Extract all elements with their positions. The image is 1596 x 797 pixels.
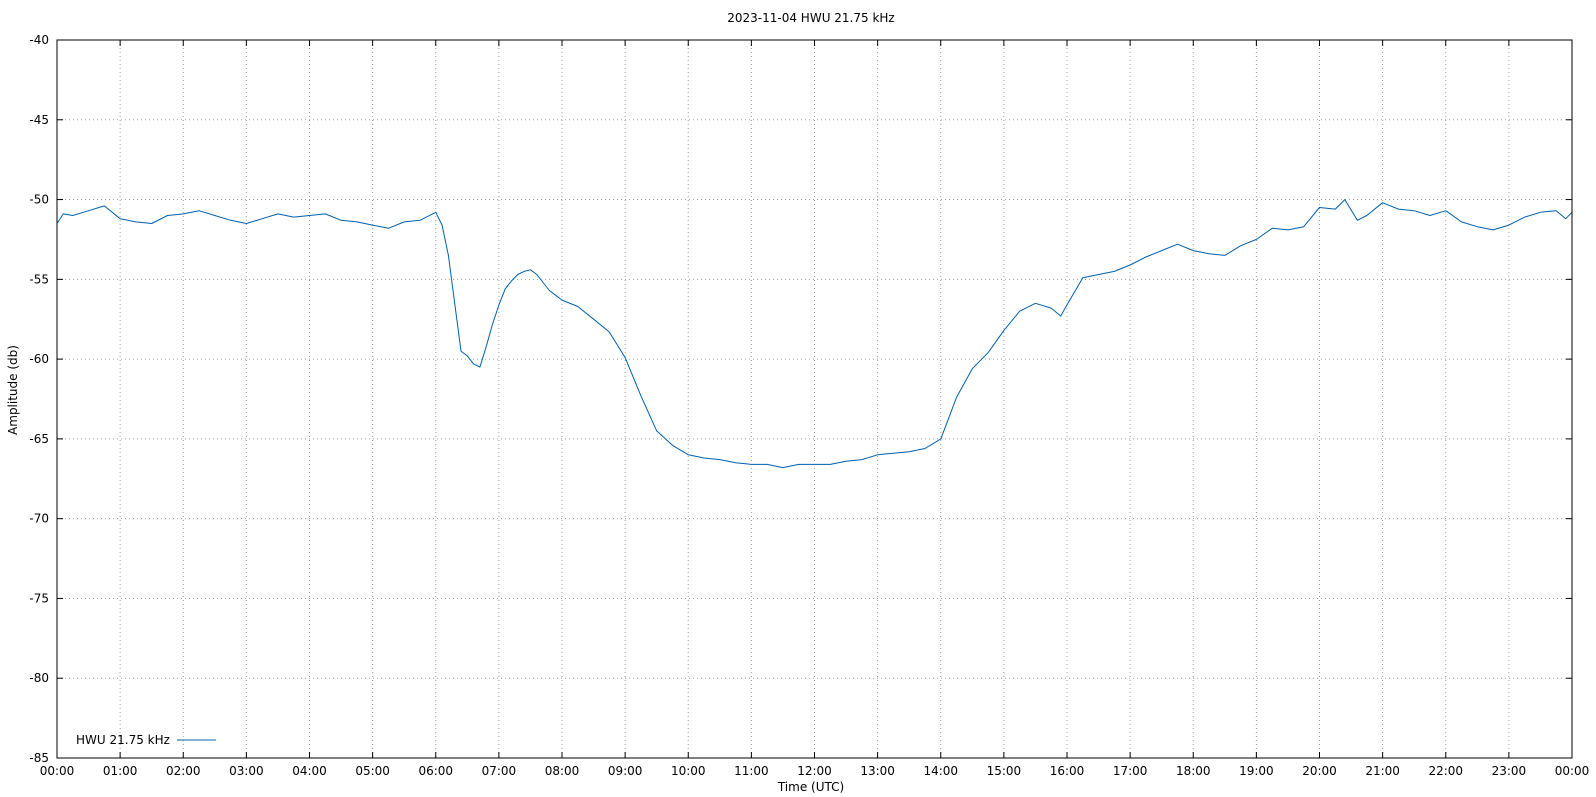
y-tick-label: -75 [29, 591, 49, 605]
x-tick-labels: 00:00 01:00 02:00 03:00 04:00 05:00 06:00 07:00… [40, 764, 1590, 778]
y-axis-label: Amplitude (db) [6, 345, 20, 435]
x-tick-label: 20:00 [1302, 764, 1337, 778]
x-tick-label: 07:00 [482, 764, 517, 778]
x-tick-label: 06:00 [418, 764, 453, 778]
x-tick-label: 17:00 [1113, 764, 1148, 778]
y-tick-label: -55 [29, 272, 49, 286]
legend: HWU 21.75 kHz [76, 733, 216, 747]
x-tick-label: 18:00 [1176, 764, 1211, 778]
x-tick-label: 21:00 [1365, 764, 1400, 778]
x-tick-label: 12:00 [797, 764, 832, 778]
x-tick-label: 13:00 [860, 764, 895, 778]
grid-lines [57, 40, 1572, 758]
x-tick-label: 11:00 [734, 764, 769, 778]
x-tick-label: 04:00 [292, 764, 327, 778]
x-tick-label: 03:00 [229, 764, 264, 778]
plot-frame [56, 39, 1573, 759]
x-tick-label: 00:00 [1555, 764, 1590, 778]
x-axis-label: Time (UTC) [777, 780, 844, 794]
x-tick-label: 08:00 [545, 764, 580, 778]
x-tick-label: 05:00 [355, 764, 390, 778]
x-tick-label: 02:00 [166, 764, 201, 778]
y-tick-label: -80 [29, 671, 49, 685]
x-tick-label: 22:00 [1428, 764, 1463, 778]
x-tick-label: 09:00 [608, 764, 643, 778]
y-tick-label: -60 [29, 352, 49, 366]
y-tick-label: -85 [29, 751, 49, 765]
x-tick-label: 00:00 [40, 764, 75, 778]
y-tick-labels: -40 -45 -50 -55 -60 -65 -70 -75 -80 -85 [29, 33, 49, 765]
series-layer [56, 199, 1573, 469]
series-line [56, 199, 1573, 469]
x-tick-label: 23:00 [1492, 764, 1527, 778]
y-tick-label: -45 [29, 113, 49, 127]
x-tick-label: 19:00 [1239, 764, 1274, 778]
x-tick-label: 10:00 [671, 764, 706, 778]
x-tick-label: 15:00 [987, 764, 1022, 778]
x-tick-label: 14:00 [923, 764, 958, 778]
y-tick-label: -50 [29, 193, 49, 207]
x-tick-label: 16:00 [1050, 764, 1085, 778]
legend-label: HWU 21.75 kHz [76, 733, 170, 747]
y-tick-label: -70 [29, 512, 49, 526]
y-tick-label: -40 [29, 33, 49, 47]
chart-title: 2023-11-04 HWU 21.75 kHz [727, 11, 894, 25]
x-tick-label: 01:00 [103, 764, 138, 778]
y-tick-label: -65 [29, 432, 49, 446]
